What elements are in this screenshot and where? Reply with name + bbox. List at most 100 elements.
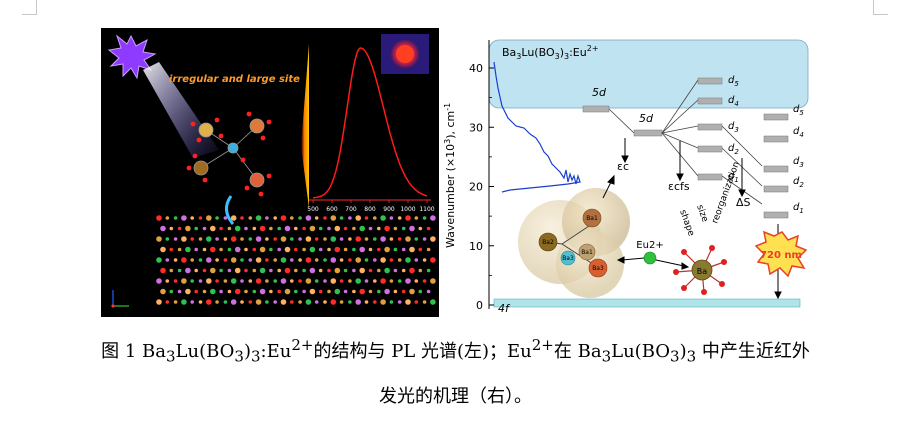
lattice-atom xyxy=(314,258,319,262)
ba-site-label: Ba1 xyxy=(581,249,593,256)
lattice-atom xyxy=(160,246,166,253)
lattice-atom xyxy=(389,237,394,241)
lattice-atom xyxy=(422,279,427,283)
lattice-atom xyxy=(314,300,319,304)
lattice-atom xyxy=(177,247,182,252)
nir-mechanism-figure: 0 10 20 30 40 Wavenumber (×103), cm-1 Ba3Lu(… xyxy=(440,26,820,322)
lattice-atom xyxy=(252,247,257,252)
lattice-atom xyxy=(318,247,323,252)
lattice-atom xyxy=(265,237,269,241)
spectrum-tick-label: 800 xyxy=(364,206,376,213)
lattice-atom xyxy=(368,226,373,231)
lattice-atom xyxy=(373,279,377,283)
lattice-atom xyxy=(393,268,398,273)
lattice-atom xyxy=(240,258,244,262)
lattice-atom xyxy=(280,236,287,242)
lattice-atom xyxy=(418,268,423,273)
y-tick-labels: 0 10 20 30 40 xyxy=(469,62,494,312)
lattice-atom xyxy=(255,278,262,284)
d-level-bar xyxy=(697,77,723,85)
lattice-atom xyxy=(426,226,431,231)
lattice-atom xyxy=(156,299,162,305)
lattice-atom xyxy=(384,288,390,295)
lattice-atom xyxy=(339,216,344,220)
lattice-atom xyxy=(190,300,194,304)
lattice-atom xyxy=(210,288,216,295)
lattice-atom xyxy=(330,236,337,242)
y-tick-label: 40 xyxy=(469,62,483,75)
lattice-atom xyxy=(330,215,337,221)
lattice-atom xyxy=(352,226,356,231)
lattice-atom xyxy=(409,267,415,274)
lattice-atom xyxy=(343,268,348,273)
lattice-atom xyxy=(215,300,219,304)
lattice-atom xyxy=(160,267,166,274)
lattice-atom xyxy=(215,279,219,283)
lattice-atom xyxy=(334,288,341,295)
axes-triad-icon xyxy=(111,290,129,308)
lattice-atom xyxy=(156,257,162,263)
lattice-atom xyxy=(334,267,341,274)
lattice-atom xyxy=(359,288,366,295)
ba-site-label: Ba3 xyxy=(562,255,574,262)
ground-state-4f xyxy=(493,298,801,308)
lattice-atom xyxy=(305,236,312,242)
lattice-atom xyxy=(252,289,257,294)
lattice-atom xyxy=(418,289,423,294)
lattice-atom xyxy=(265,300,269,304)
lattice-atom xyxy=(277,247,281,252)
spectrum-tick-label: 1100 xyxy=(419,206,434,213)
spectrum-tick-label: 500 xyxy=(307,206,319,213)
lattice-atom xyxy=(185,225,191,232)
d-levels-crystal-field: d5 d4 d3 d2 d1 xyxy=(697,75,739,184)
lattice-atom xyxy=(273,300,277,304)
lattice-atom xyxy=(194,226,198,231)
lattice-atom xyxy=(405,236,411,242)
lattice-atom xyxy=(302,226,306,231)
lattice-atom xyxy=(397,300,402,304)
lattice-atom xyxy=(401,247,406,252)
emission-badge-text: 720 nm xyxy=(760,250,802,261)
lattice-atom xyxy=(273,237,277,241)
lattice-atom xyxy=(330,299,337,305)
lattice-atom xyxy=(430,236,436,242)
lattice-atom xyxy=(323,237,327,241)
excitation-star-icon xyxy=(107,34,157,80)
lattice-atom xyxy=(215,237,219,241)
lattice-atom xyxy=(294,289,298,294)
lattice-atom xyxy=(426,289,431,294)
lattice-atom xyxy=(181,278,187,284)
lattice-atom xyxy=(284,225,291,232)
lattice-atom xyxy=(234,246,241,253)
lattice-atom xyxy=(318,268,323,273)
lattice-atom xyxy=(377,268,381,273)
lattice-atom xyxy=(227,289,232,294)
lattice-atom xyxy=(219,226,223,231)
ba-site-label: Ba3 xyxy=(592,265,604,272)
lattice-atom xyxy=(327,226,331,231)
lattice-atom xyxy=(348,237,352,241)
lattice-atom xyxy=(302,289,306,294)
d-level-bar xyxy=(763,185,789,193)
lattice-atom xyxy=(255,257,262,263)
figure-caption-line2: 发光的机理（右）。 xyxy=(379,386,532,407)
lattice-atom xyxy=(181,236,187,242)
lattice-atom xyxy=(368,268,373,273)
lattice-atom xyxy=(223,279,228,283)
page-corner-mark-left xyxy=(22,0,37,15)
lattice-atom xyxy=(309,246,316,253)
lattice-atom xyxy=(414,300,419,304)
lattice-atom xyxy=(305,257,312,263)
lattice-atom xyxy=(380,236,386,242)
compound-formula: Ba3Lu(BO3)3:Eu2+ xyxy=(502,44,599,61)
lattice-atom xyxy=(348,279,352,283)
lattice-atom xyxy=(302,247,306,252)
lattice-atom xyxy=(156,236,162,242)
lattice-atom xyxy=(248,279,253,283)
label-4f: 4f xyxy=(498,302,511,315)
crystal-lattice xyxy=(156,215,436,305)
lattice-atom xyxy=(309,288,316,295)
lattice-atom xyxy=(339,279,344,283)
lattice-atom xyxy=(181,257,187,263)
level-connector xyxy=(608,108,635,134)
